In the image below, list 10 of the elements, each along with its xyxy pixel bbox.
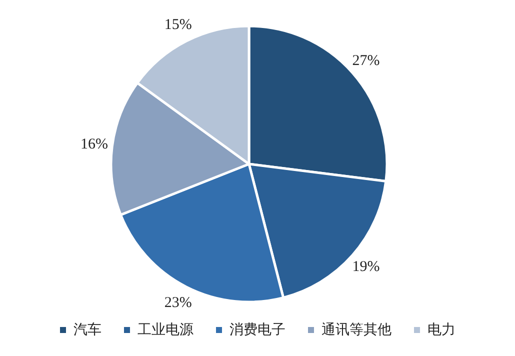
data-label: 19% <box>352 259 380 276</box>
data-label: 23% <box>164 294 192 311</box>
legend-label: 汽车 <box>74 321 102 339</box>
legend-label: 通讯等其他 <box>322 321 392 339</box>
data-label: 15% <box>164 17 192 34</box>
data-label: 16% <box>80 136 108 152</box>
data-label: 27% <box>352 52 380 69</box>
legend-label: 消费电子 <box>230 321 286 339</box>
legend-label: 电力 <box>428 321 456 339</box>
legend-label: 工业电源 <box>138 321 194 339</box>
